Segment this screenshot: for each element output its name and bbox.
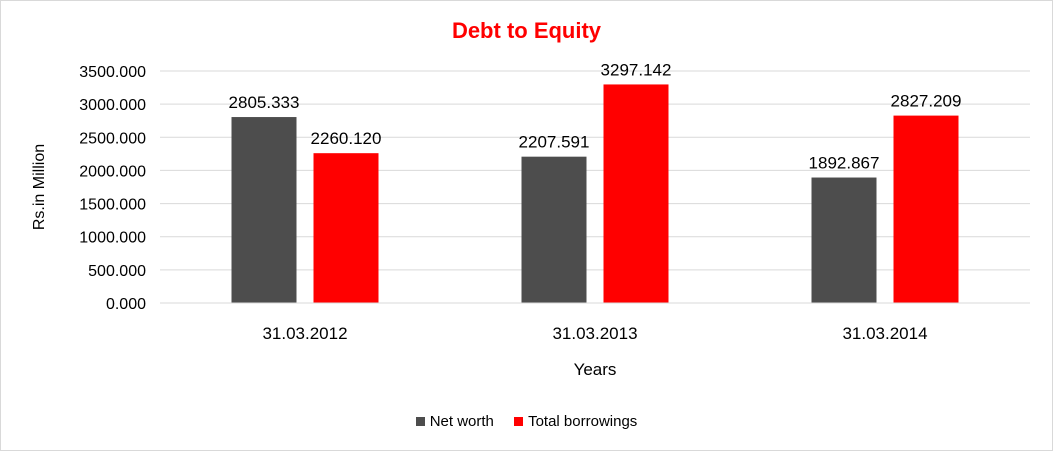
- legend-label-net-worth: Net worth: [429, 413, 494, 430]
- legend-item-net-worth: Net worth: [415, 413, 494, 430]
- data-label: 2805.333: [229, 93, 300, 112]
- y-tick-label: 1500.000: [79, 197, 146, 214]
- data-label: 2260.120: [311, 129, 382, 148]
- y-tick-label: 500.000: [88, 263, 146, 280]
- y-tick-label: 1000.000: [79, 230, 146, 247]
- data-label: 2207.591: [519, 133, 590, 152]
- y-tick-label: 0.000: [106, 296, 146, 313]
- x-tick-label: 31.03.2012: [262, 324, 347, 343]
- data-label: 1892.867: [809, 154, 880, 173]
- bar: [313, 153, 379, 303]
- y-tick-label: 3500.000: [79, 64, 146, 81]
- bar: [603, 84, 669, 303]
- legend-swatch-total-borrowings: [514, 417, 524, 426]
- bar: [893, 115, 959, 303]
- y-tick-label: 3000.000: [79, 97, 146, 114]
- bar: [521, 156, 587, 303]
- legend-label-total-borrowings: Total borrowings: [528, 413, 638, 430]
- y-tick-label: 2500.000: [79, 130, 146, 147]
- x-tick-label: 31.03.2013: [552, 324, 637, 343]
- y-tick-label: 2000.000: [79, 163, 146, 180]
- data-label: 3297.142: [601, 60, 672, 79]
- bar: [231, 117, 297, 303]
- x-axis-label: Years: [573, 360, 617, 379]
- data-label: 2827.209: [891, 92, 962, 111]
- bar: [811, 177, 877, 303]
- legend-item-total-borrowings: Total borrowings: [514, 413, 637, 430]
- x-tick-label: 31.03.2014: [842, 324, 927, 343]
- legend: Net worth Total borrowings: [0, 413, 1053, 430]
- chart-title: Debt to Equity: [451, 18, 602, 43]
- legend-swatch-net-worth: [415, 417, 425, 426]
